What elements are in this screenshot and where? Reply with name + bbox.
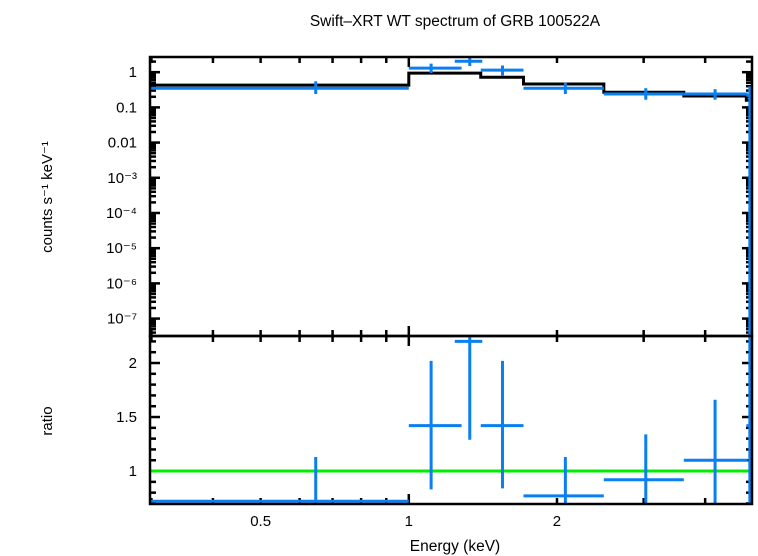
spectrum-data-point <box>603 88 684 100</box>
spectrum-data-point <box>408 63 462 73</box>
spectrum-y-axis-label: counts s⁻¹ keV⁻¹ <box>39 141 56 253</box>
ratio-data-point <box>454 336 483 440</box>
x-tick-label: 0.5 <box>250 513 271 530</box>
ratio-plot-frame <box>148 334 754 506</box>
spectrum-y-ticks: 1 0.1 0.01 10⁻³ 10⁻⁴ 10⁻⁵ 10⁻⁶ 10⁻⁷ <box>106 60 752 334</box>
ratio-data-points <box>150 336 752 504</box>
ratio-data-point <box>683 399 748 504</box>
y-tick-label: 1 <box>129 64 137 81</box>
ratio-data-point <box>408 360 462 490</box>
x-axis-label: Energy (keV) <box>410 538 500 555</box>
spectrum-data-point <box>523 82 604 95</box>
y-tick-label: 0.1 <box>116 99 137 116</box>
spectrum-data-point <box>454 57 483 66</box>
ratio-y-axis-label: ratio <box>39 406 56 435</box>
x-tick-label: 2 <box>553 513 561 530</box>
x-tick-label: 1 <box>405 513 413 530</box>
y-tick-label: 10⁻⁴ <box>106 205 137 222</box>
spectrum-panel: 1 0.1 0.01 10⁻³ 10⁻⁴ 10⁻⁵ 10⁻⁶ 10⁻⁷ <box>106 55 754 338</box>
y-tick-label: 10⁻⁷ <box>107 311 137 328</box>
chart-title: Swift–XRT WT spectrum of GRB 100522A <box>310 13 601 30</box>
spectrum-data-points <box>150 57 752 336</box>
y-tick-label: 0.01 <box>108 135 137 152</box>
y-tick-label: 10⁻⁵ <box>106 240 137 257</box>
y-tick-label: 1.5 <box>116 409 137 426</box>
ratio-panel: 2 1.5 1 0.5 1 2 <box>116 334 754 530</box>
spectrum-plot-frame <box>148 55 754 338</box>
y-tick-label: 10⁻³ <box>107 170 137 187</box>
spectrum-data-point <box>480 65 524 76</box>
y-tick-label: 2 <box>129 355 137 372</box>
spectrum-x-ticks <box>150 57 707 336</box>
model-line <box>150 71 752 102</box>
spectrum-data-point <box>683 89 748 100</box>
ratio-data-point <box>150 457 409 504</box>
y-tick-label: 1 <box>129 463 137 480</box>
ratio-data-point <box>603 434 684 504</box>
spectrum-data-point <box>150 81 409 95</box>
ratio-data-point <box>480 360 524 489</box>
model-step-line <box>150 71 752 102</box>
y-tick-label: 10⁻⁶ <box>106 275 137 292</box>
ratio-data-point <box>523 457 604 504</box>
